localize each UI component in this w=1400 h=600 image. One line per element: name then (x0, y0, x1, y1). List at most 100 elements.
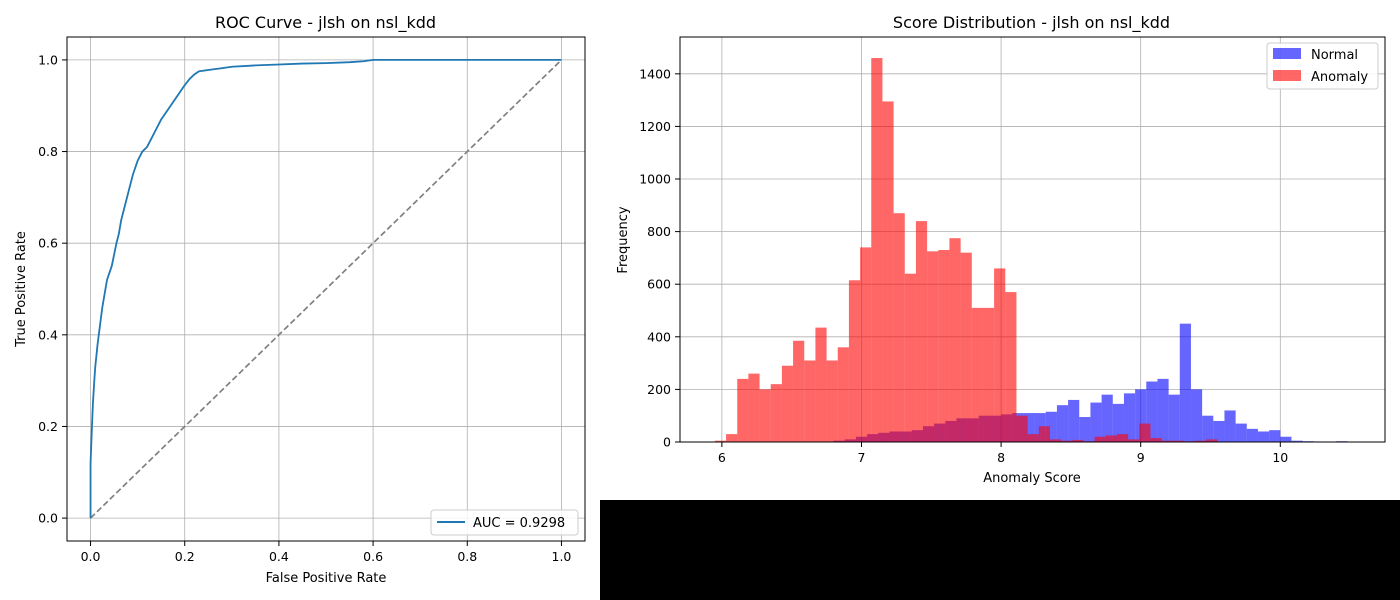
roc-legend: AUC = 0.9298 (430, 509, 579, 536)
hist-bar-normal (1179, 323, 1191, 442)
hist-bar-normal (1079, 417, 1091, 442)
hist-bar-normal (1291, 440, 1303, 442)
hist-bar-anomaly (1116, 434, 1129, 442)
hist-bar-normal (1045, 411, 1057, 442)
hist-bar-anomaly (793, 340, 805, 442)
hist-bar-normal (1235, 423, 1247, 442)
hist-x-axis-label: Anomaly Score (983, 471, 1081, 486)
hist-bar-anomaly (1161, 440, 1173, 442)
hist-bar-anomaly (1195, 440, 1207, 442)
hist-y-axis-label: Frequency (616, 206, 631, 273)
hist-bar-normal (1146, 381, 1158, 442)
hist-x-tick-label: 9 (1137, 450, 1145, 465)
hist-bar-anomaly (1072, 439, 1084, 442)
hist-y-tick-label: 600 (647, 277, 671, 292)
hist-bar-normal (1101, 394, 1113, 442)
hist-y-tick-label: 1000 (639, 172, 671, 187)
hist-bar-normal (1224, 410, 1236, 442)
hist-bar-anomaly (1094, 436, 1106, 442)
hist-legend-label-anomaly: Anomaly (1311, 70, 1368, 85)
hist-legend-swatch-normal (1273, 48, 1301, 59)
hist-bar-anomaly (815, 327, 827, 442)
hist-bar-anomaly (737, 378, 749, 442)
hist-bar-anomaly (1128, 439, 1140, 442)
hist-bar-anomaly (1005, 292, 1017, 442)
hist-legend-swatch-anomaly (1273, 70, 1301, 81)
hist-bar-anomaly (960, 252, 972, 442)
roc-y-tick-label: 1.0 (38, 52, 58, 67)
roc-y-tick-label: 0.2 (38, 419, 58, 434)
hist-bar-anomaly (837, 347, 849, 442)
black-redaction-box (600, 500, 1400, 600)
hist-ticks: 6 7 8 9 10 0 200 400 600 800 1000 1200 1400 (639, 66, 1288, 465)
roc-y-axis-label: True Positive Rate (14, 231, 29, 348)
roc-axes-frame (66, 36, 586, 542)
hist-bar-anomaly (893, 213, 905, 442)
hist-y-tick-label: 1400 (639, 66, 671, 81)
hist-bar-anomaly (1049, 439, 1062, 442)
roc-x-tick-label: 0.4 (269, 549, 289, 564)
roc-x-tick-label: 0.8 (457, 549, 477, 564)
hist-bar-anomaly (1172, 440, 1184, 442)
hist-bar-anomaly (804, 360, 816, 442)
hist-bar-anomaly (994, 268, 1006, 442)
hist-bar-normal (1246, 428, 1258, 442)
hist-bar-anomaly (748, 373, 760, 442)
hist-bar-anomaly (1016, 415, 1028, 442)
hist-bar-normal (1112, 403, 1124, 442)
hist-x-tick-label: 6 (718, 450, 726, 465)
hist-bar-anomaly (938, 250, 950, 442)
hist-bar-anomaly (726, 434, 738, 442)
hist-bar-anomaly (927, 251, 939, 442)
roc-y-tick-label: 0.4 (38, 327, 58, 342)
hist-bar-normal (1213, 420, 1225, 442)
hist-bar-anomaly (1105, 435, 1117, 442)
hist-x-tick-label: 8 (997, 450, 1005, 465)
hist-bar-anomaly (1139, 423, 1151, 442)
roc-x-tick-label: 1.0 (552, 549, 572, 564)
hist-bar-anomaly (882, 101, 894, 443)
roc-curve-line (89, 59, 562, 519)
roc-x-axis-label: False Positive Rate (266, 571, 387, 586)
hist-bar-normal (1068, 399, 1080, 442)
roc-y-tick-label: 0.6 (38, 236, 58, 251)
hist-bar-normal (1190, 389, 1203, 442)
hist-bar-anomaly (949, 238, 961, 442)
hist-bar-anomaly (781, 365, 794, 442)
hist-bar-anomaly (915, 221, 928, 442)
hist-bar-anomaly (1038, 426, 1050, 442)
hist-bar-anomaly (714, 440, 727, 442)
roc-legend-label: AUC = 0.9298 (473, 516, 565, 531)
hist-bar-anomaly (1061, 440, 1073, 442)
hist-legend-label-normal: Normal (1311, 48, 1358, 63)
hist-x-tick-label: 10 (1272, 450, 1288, 465)
hist-bar-normal (1168, 394, 1180, 442)
hist-bar-normal (1135, 389, 1147, 442)
hist-bar-anomaly (982, 307, 995, 442)
hist-axes-frame (679, 36, 1386, 443)
hist-bar-anomaly (770, 384, 782, 442)
histogram-chart: Score Distribution - jlsh on nsl_kdd 6 7 8… (616, 13, 1386, 486)
roc-x-tick-label: 0.2 (175, 549, 195, 564)
hist-bar-normal (1269, 430, 1281, 442)
roc-y-tick-label: 0.0 (38, 511, 58, 526)
roc-diagonal-line (89, 59, 563, 519)
hist-bar-anomaly (1150, 438, 1162, 442)
hist-bar-anomaly (1206, 439, 1218, 442)
hist-bar-normal (1123, 393, 1136, 442)
hist-y-tick-label: 800 (647, 224, 671, 239)
hist-bar-anomaly (848, 280, 861, 442)
hist-y-tick-label: 1200 (639, 119, 671, 134)
roc-y-tick-label: 0.8 (38, 144, 58, 159)
roc-title: ROC Curve - jlsh on nsl_kdd (215, 13, 436, 33)
roc-chart: ROC Curve - jlsh on nsl_kdd 0.0 0.2 0.4 0.6… (14, 13, 586, 586)
hist-bar-normal (1023, 413, 1035, 442)
hist-x-tick-label: 7 (858, 450, 866, 465)
hist-y-tick-label: 400 (647, 329, 671, 344)
hist-title: Score Distribution - jlsh on nsl_kdd (893, 13, 1170, 33)
hist-bars (714, 58, 1359, 443)
roc-ticks: 0.0 0.2 0.4 0.6 0.8 1.0 0.0 0.2 0.4 0.6 0.8 1.0 (38, 52, 571, 564)
hist-bar-anomaly (971, 307, 983, 442)
hist-bar-normal (1157, 378, 1169, 442)
hist-bar-normal (1280, 436, 1292, 442)
